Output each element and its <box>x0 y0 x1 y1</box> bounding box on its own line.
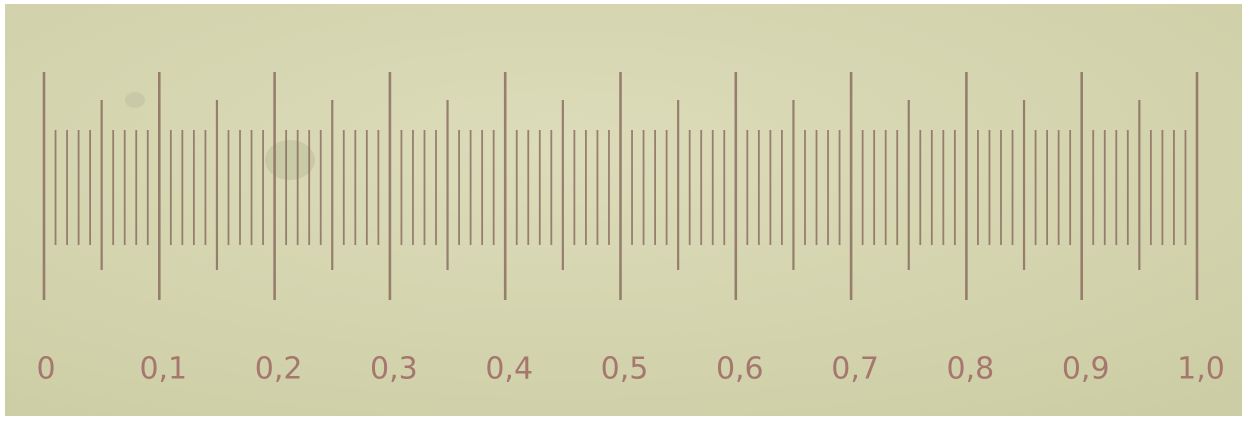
scale-label: 0,2 <box>255 352 303 387</box>
smudge <box>125 92 145 108</box>
scale-label: 0,6 <box>716 352 764 387</box>
scale-label: 0,5 <box>601 352 649 387</box>
scale-label: 0,4 <box>485 352 533 387</box>
scale-label: 0,1 <box>139 352 187 387</box>
scale-label: 0,7 <box>831 352 879 387</box>
scale-labels: 0 0,1 0,2 0,3 0,4 0,5 0,6 0,7 0,8 0,9 1,0 <box>36 352 1224 387</box>
scale-label: 1,0 <box>1177 352 1225 387</box>
scale-label: 0,8 <box>947 352 995 387</box>
scale-label: 0 <box>36 352 55 387</box>
smudge <box>265 140 315 180</box>
scale-ticks <box>42 72 1199 300</box>
scale-label: 0,9 <box>1062 352 1110 387</box>
scale-label: 0,3 <box>370 352 418 387</box>
